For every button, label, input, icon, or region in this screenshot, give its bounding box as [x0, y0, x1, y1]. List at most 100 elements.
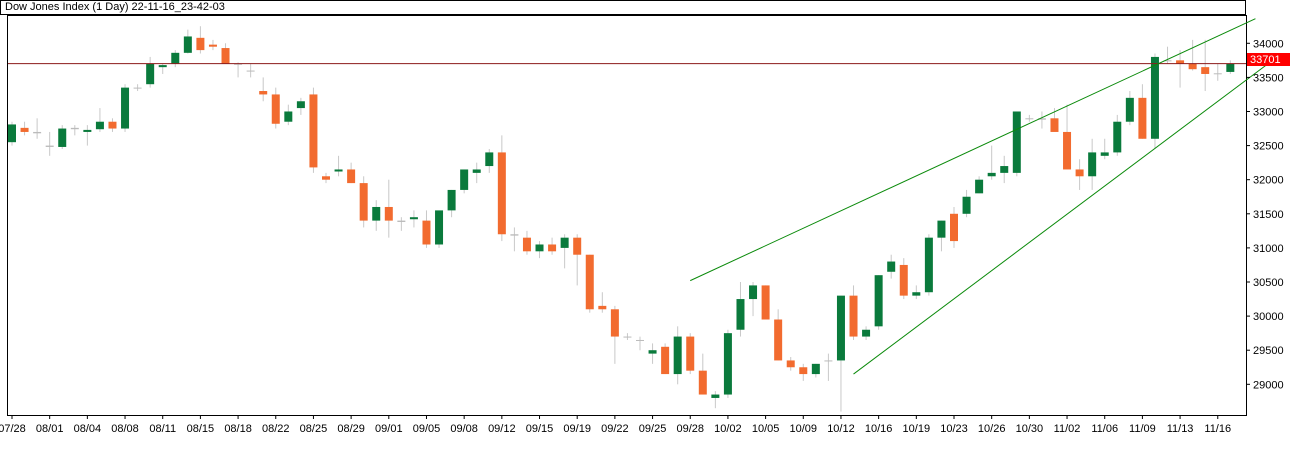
candle — [422, 210, 431, 248]
y-tick-label: 33500 — [1253, 72, 1284, 84]
candle — [686, 333, 695, 375]
candle-body — [761, 285, 770, 320]
x-tick-label: 09/08 — [450, 423, 478, 435]
candle — [510, 227, 519, 252]
price-marker: 33701 — [1247, 53, 1290, 66]
candle — [648, 343, 657, 364]
candle-body — [472, 169, 481, 173]
candle — [1025, 114, 1034, 122]
candle-body — [987, 172, 996, 177]
x-tick-label: 09/25 — [639, 423, 667, 435]
candle — [937, 220, 946, 252]
candle — [284, 104, 293, 126]
candle-body — [196, 37, 205, 51]
y-tick-label: 29500 — [1253, 345, 1284, 357]
candle-body — [698, 370, 707, 395]
candle-body — [874, 275, 883, 327]
candle — [397, 217, 406, 231]
x-tick-label: 11/13 — [1167, 423, 1194, 435]
candle — [409, 210, 418, 228]
candle — [924, 234, 933, 296]
candle-body — [397, 220, 406, 222]
candle — [234, 62, 243, 78]
candle — [447, 189, 456, 218]
candle-body — [723, 333, 732, 395]
candle-body — [485, 152, 494, 167]
candle — [1012, 111, 1021, 177]
candle — [786, 357, 795, 371]
candle-body — [535, 244, 544, 252]
candle-body — [1176, 60, 1185, 64]
candle-body — [1100, 152, 1109, 156]
candle-body — [146, 63, 155, 85]
candle-body — [937, 220, 946, 238]
candle-body — [497, 152, 506, 235]
chart-title-bar: Dow Jones Index (1 Day) 22-11-16_23-42-0… — [0, 0, 1246, 15]
candle-body — [1113, 121, 1122, 153]
candle-body — [598, 305, 607, 310]
x-tick-label: 11/06 — [1091, 423, 1118, 435]
candle-body — [836, 295, 845, 361]
x-tick-label: 10/23 — [940, 423, 968, 435]
candle-body — [510, 234, 519, 236]
candle — [45, 131, 54, 156]
candle — [535, 241, 544, 259]
candle-body — [334, 169, 343, 172]
candle-body — [234, 63, 243, 65]
candle — [585, 254, 594, 313]
candle — [711, 391, 720, 409]
candle-body — [899, 264, 908, 296]
candle — [322, 172, 330, 184]
candle — [1088, 138, 1097, 190]
candle — [749, 282, 758, 317]
candle-body — [8, 124, 16, 143]
candle-body — [108, 121, 117, 129]
candle-body — [548, 244, 557, 252]
candle-body — [560, 237, 569, 248]
candle-body — [70, 127, 79, 130]
candle-body — [246, 70, 255, 72]
candle — [1125, 91, 1134, 126]
candle-body — [1037, 118, 1046, 120]
candle — [296, 97, 305, 115]
candle-body — [208, 44, 217, 47]
candle — [824, 353, 833, 381]
candle-body — [736, 299, 745, 330]
price-axis: 29000 29500 30000 30500 31000 31500 32000 32500… — [1246, 38, 1284, 391]
candle-body — [309, 94, 318, 168]
candle-body — [435, 210, 444, 245]
candle-body — [95, 121, 104, 130]
candle-body — [786, 360, 795, 368]
candle — [208, 39, 217, 51]
x-tick-label: 09/22 — [601, 423, 629, 435]
candle-body — [585, 254, 594, 310]
x-tick-label: 09/15 — [526, 423, 554, 435]
candle-body — [83, 129, 92, 132]
candle — [1063, 104, 1072, 170]
candle — [598, 292, 607, 313]
x-tick-label: 10/05 — [752, 423, 780, 435]
x-tick-label: 09/01 — [375, 423, 403, 435]
candle-body — [950, 213, 958, 242]
candle — [146, 56, 155, 88]
x-tick-label: 10/12 — [827, 423, 855, 435]
candle-body — [121, 87, 130, 129]
channel-lower-line — [853, 63, 1269, 375]
candle-body — [1201, 67, 1210, 74]
candle-body — [1213, 73, 1222, 75]
candle — [70, 125, 79, 136]
candle-body — [133, 87, 142, 89]
channel-upper-line — [690, 18, 1256, 282]
y-tick-label: 32500 — [1253, 141, 1284, 153]
candle-body — [1050, 118, 1059, 132]
candle-body — [573, 237, 582, 255]
candle — [548, 237, 557, 255]
x-tick-label: 10/09 — [790, 423, 818, 435]
candle — [836, 295, 845, 412]
x-tick-label: 09/28 — [676, 423, 704, 435]
candle-body — [711, 394, 720, 398]
candle — [862, 326, 871, 340]
candle — [799, 363, 808, 381]
candle — [435, 210, 444, 248]
